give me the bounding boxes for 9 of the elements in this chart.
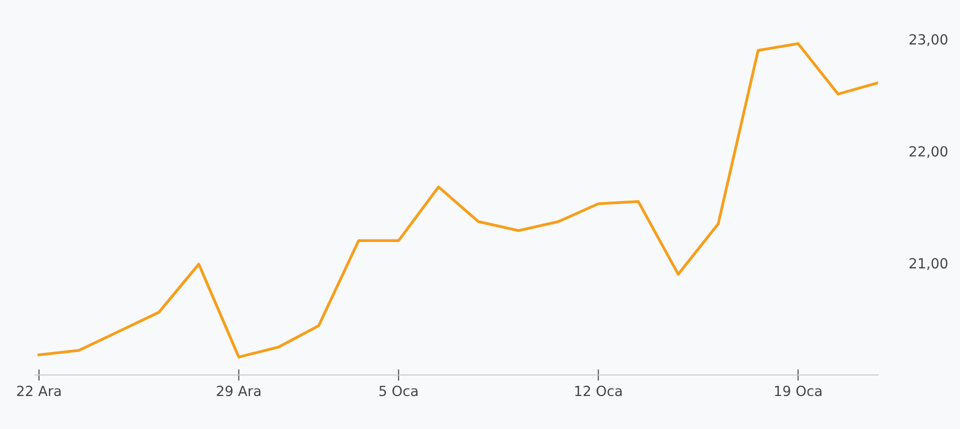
x-tick-label: 12 Oca — [575, 386, 622, 396]
x-tick-label: 22 Ara — [17, 386, 61, 396]
x-tick-label: 29 Ara — [216, 386, 260, 396]
y-tick-label: 21,00 — [910, 258, 948, 270]
line-series — [38, 42, 878, 358]
x-tick-label: 5 Oca — [379, 386, 418, 396]
y-tick-label: 23,00 — [910, 34, 948, 46]
y-tick-label: 22,00 — [910, 146, 948, 158]
x-tick-label: 19 Oca — [775, 386, 822, 396]
